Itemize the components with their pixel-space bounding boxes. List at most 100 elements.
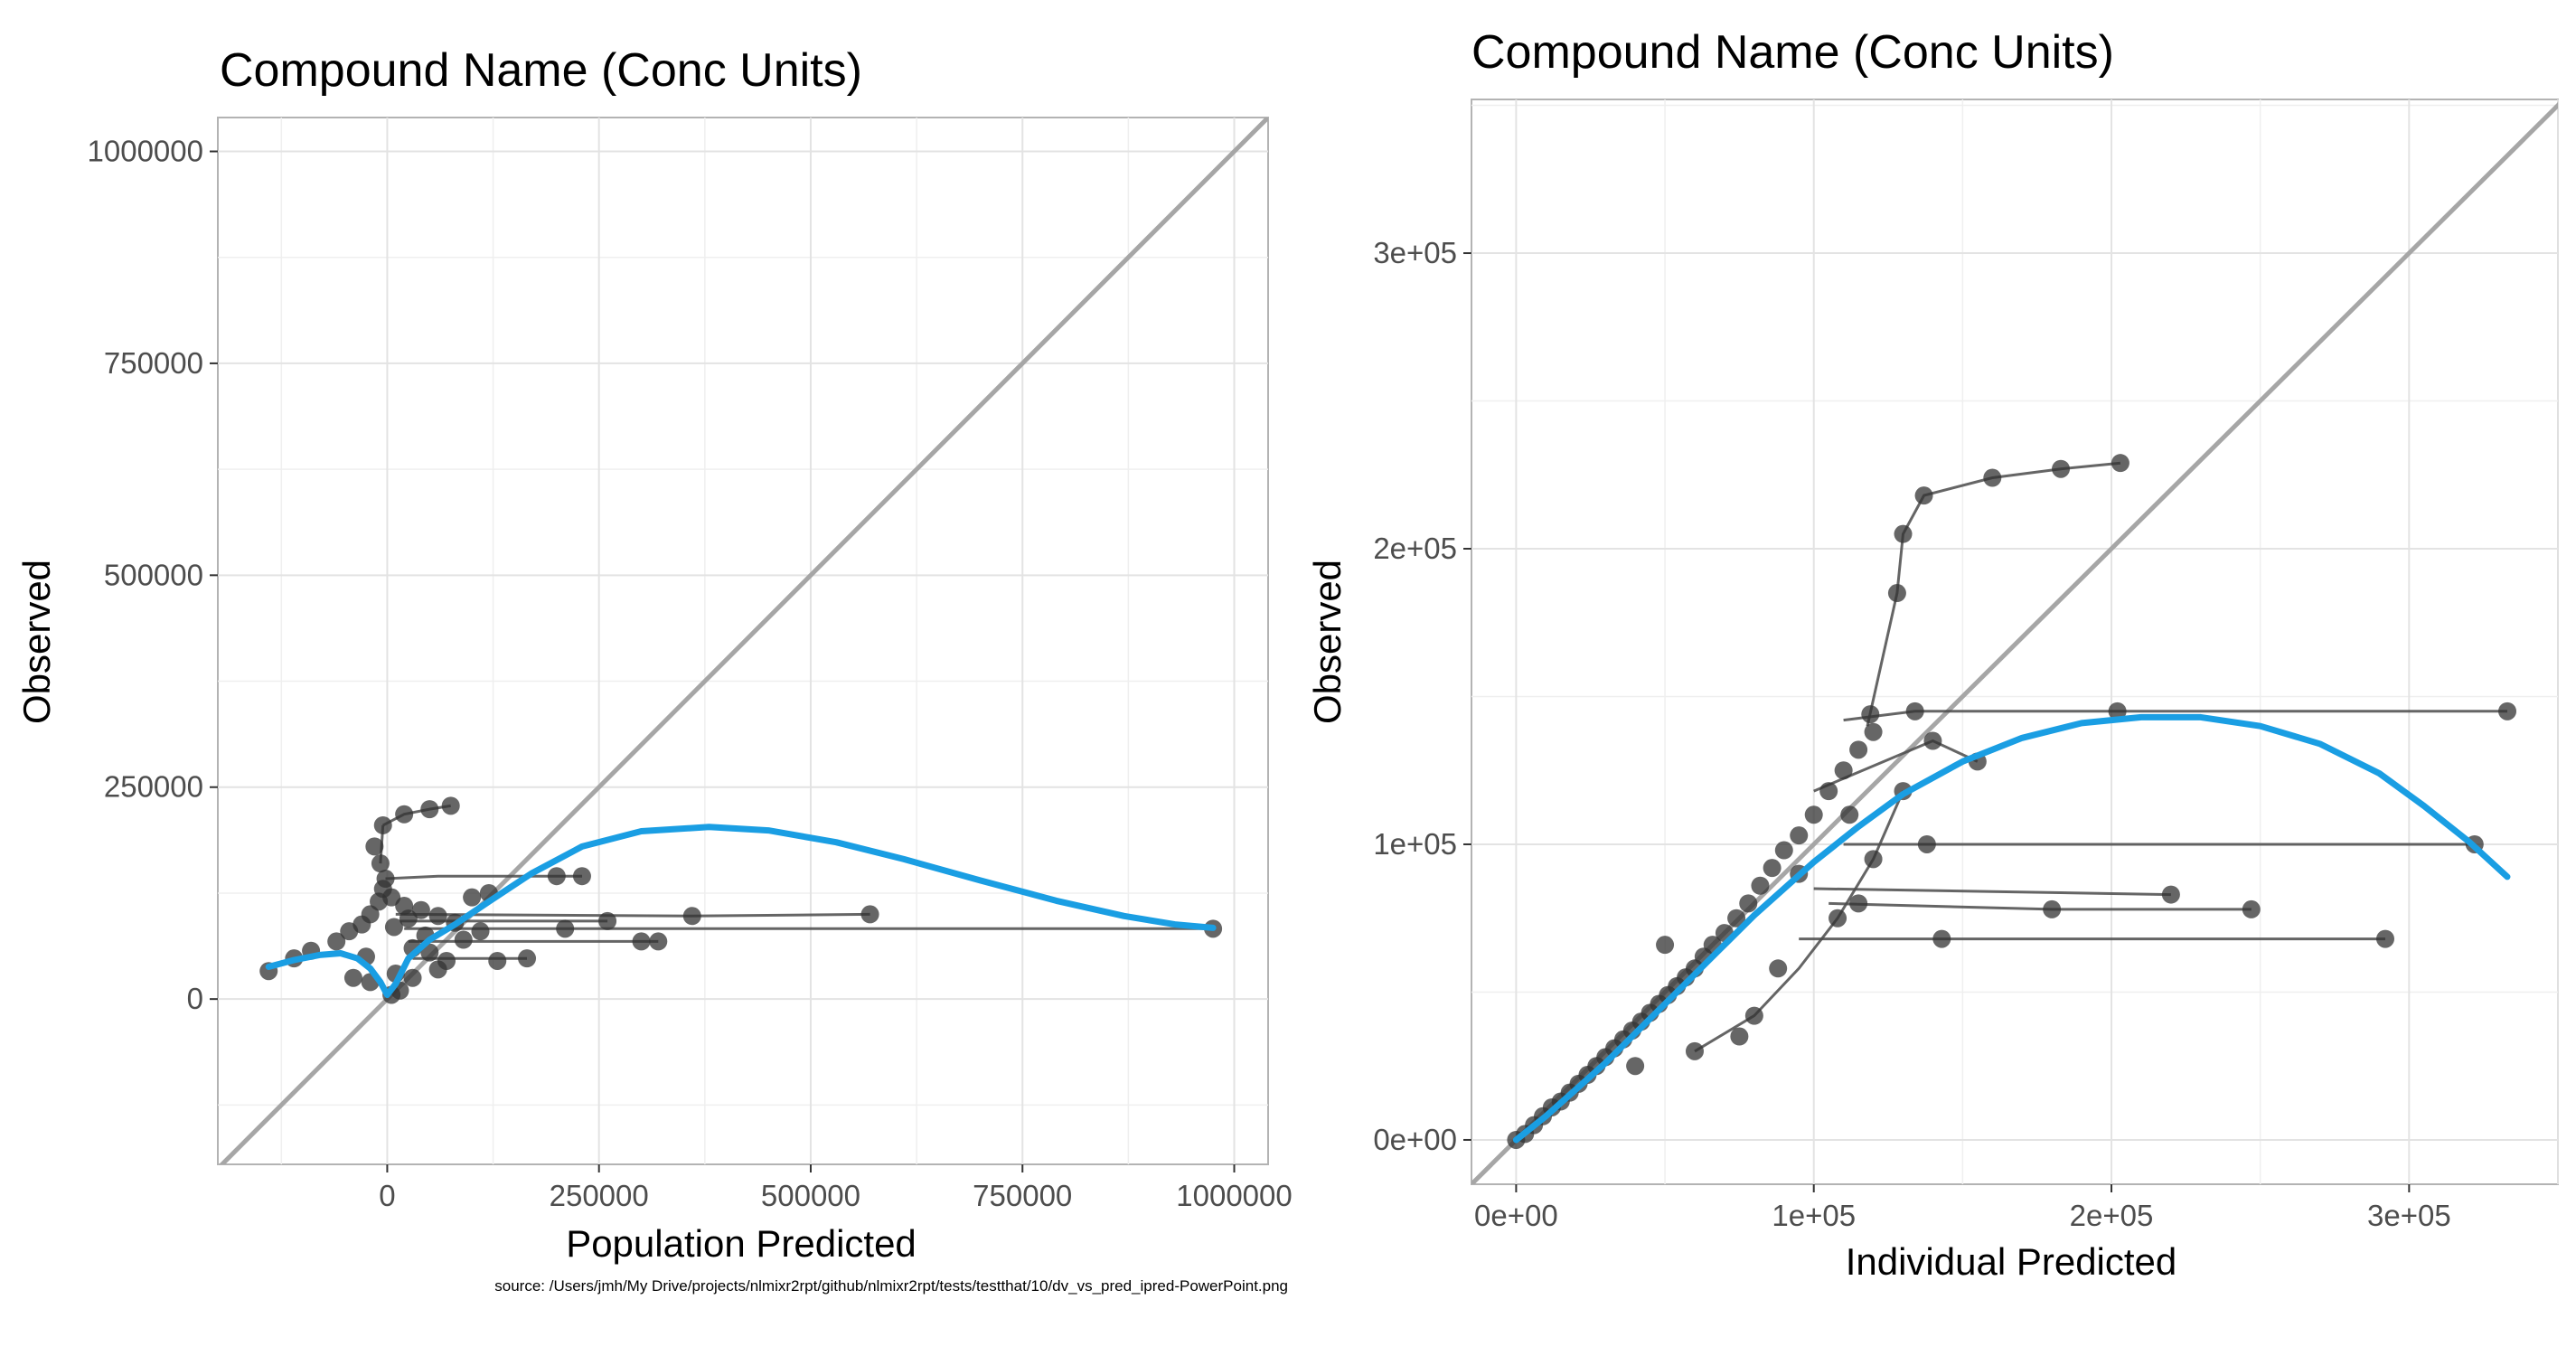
right-plot-data-point — [1751, 876, 1770, 895]
right-plot-data-point — [2111, 454, 2129, 473]
right-plot-data-point — [1656, 936, 1675, 955]
right-plot-subject-line — [1694, 790, 1904, 1053]
left-plot-data-point — [518, 949, 537, 968]
right-plot-data-point — [2161, 885, 2180, 904]
right-plot-grid — [1471, 99, 2559, 1184]
left-plot-data-point — [454, 930, 473, 949]
left-plot-data-point — [556, 919, 575, 938]
left-plot-data-point — [343, 968, 362, 987]
left-plot-ticks: 0 250000 500000 750000 1000000 0 250000 500000 7… — [88, 135, 1293, 1212]
left-plot-data-point — [860, 905, 879, 924]
right-plot-data-point — [1905, 702, 1924, 720]
left-plot-border — [217, 117, 1269, 1165]
left-plot-data-point — [471, 922, 490, 941]
right-plot-data-point — [1834, 761, 1853, 780]
right-plot-smooth-line — [1512, 713, 2511, 1144]
right-plot-data-point — [1923, 731, 1942, 750]
left-plot-data-point — [547, 867, 566, 886]
left-plot-data-point — [382, 888, 401, 907]
right-plot-data-point — [1887, 584, 1906, 603]
right-plot-data-point — [1685, 1041, 1704, 1060]
left-plot-grid — [218, 118, 1268, 1164]
right-plot-data — [1471, 102, 2558, 1184]
right-plot-data-point — [1894, 524, 1913, 543]
left-plot-y-axis-title: Observed — [15, 560, 58, 724]
left-plot-data-point — [428, 960, 447, 979]
right-plot-x-tick-label: 0e+00 — [1474, 1199, 1558, 1232]
right-plot-ticks: 0e+00 1e+05 2e+05 3e+05 0e+00 1e+05 2e+05 3e+05 — [1373, 236, 2450, 1232]
right-plot-x-tick-label: 1e+05 — [1772, 1199, 1856, 1232]
left-plot-x-tick-label: 500000 — [761, 1179, 860, 1212]
right-plot-data-point — [1849, 894, 1868, 913]
right-plot-y-tick-label: 0e+00 — [1373, 1123, 1457, 1156]
right-plot-x-axis-title: Individual Predicted — [1846, 1240, 2177, 1283]
left-plot-smooth-line — [265, 824, 1217, 998]
right-plot-subject-line — [1813, 887, 2171, 897]
left-plot-x-axis-title: Population Predicted — [566, 1222, 917, 1265]
left-plot-data-point — [420, 800, 439, 819]
left-plot-data-point — [463, 888, 482, 907]
left-plot-data — [219, 118, 1268, 1164]
right-plot-data-point — [1861, 705, 1880, 724]
left-plot-data-point — [441, 796, 460, 815]
left-plot-x-tick-label: 1000000 — [1176, 1179, 1292, 1212]
right-plot-data-point — [1626, 1057, 1645, 1076]
left-plot-subject-line — [385, 874, 582, 880]
left-plot-y-tick-label: 250000 — [104, 770, 203, 804]
left-plot-data-point — [572, 867, 591, 886]
right-plot-y-tick-label: 1e+05 — [1373, 827, 1457, 861]
left-plot-y-tick-label: 0 — [187, 982, 203, 1015]
right-plot-data-point — [2052, 459, 2071, 478]
left-plot-data-point — [598, 911, 617, 930]
left-plot-data-point — [682, 907, 701, 926]
left-plot-y-tick-label: 1000000 — [88, 135, 203, 168]
right-plot-title: Compound Name (Conc Units) — [1471, 26, 2114, 79]
right-plot-data-point — [2375, 929, 2394, 948]
right-plot-data-point — [1983, 468, 2002, 487]
left-plot: 0 250000 500000 750000 1000000 0 250000 500000 7… — [15, 44, 1293, 1265]
right-plot-data-point — [1727, 909, 1746, 928]
right-plot: 0e+00 1e+05 2e+05 3e+05 0e+00 1e+05 2e+05 3e+05… — [1306, 26, 2559, 1283]
left-plot-data-point — [632, 932, 651, 951]
left-plot-data-point — [395, 805, 414, 824]
right-plot-x-tick-label: 3e+05 — [2367, 1199, 2451, 1232]
left-plot-data-point — [327, 932, 346, 951]
right-plot-data-point — [1932, 929, 1951, 948]
right-plot-data-point — [1864, 850, 1883, 869]
right-plot-data-point — [2242, 899, 2261, 918]
left-plot-data-point — [399, 909, 418, 928]
right-plot-data-point — [1730, 1027, 1749, 1046]
left-plot-data-point — [403, 968, 422, 987]
left-plot-data-point — [365, 837, 384, 856]
right-plot-data-point — [1849, 740, 1868, 759]
right-plot-data-point — [1763, 859, 1782, 878]
right-plot-data-point — [2043, 899, 2062, 918]
right-plot-data-point — [1804, 805, 1823, 824]
left-plot-data-point — [428, 907, 447, 926]
right-plot-data-point — [1739, 894, 1758, 913]
right-plot-data-point — [2498, 702, 2517, 720]
right-plot-data-point — [1840, 805, 1859, 824]
right-plot-x-tick-label: 2e+05 — [2070, 1199, 2154, 1232]
left-plot-y-tick-label: 500000 — [104, 558, 203, 591]
left-plot-data-point — [649, 932, 668, 951]
right-plot-data-point — [1917, 834, 1936, 853]
right-plot-y-tick-label: 3e+05 — [1373, 236, 1457, 269]
left-plot-data-point — [488, 951, 507, 970]
left-plot-data-point — [361, 905, 380, 924]
left-plot-y-tick-label: 750000 — [104, 346, 203, 380]
right-plot-y-axis-title: Observed — [1306, 560, 1349, 724]
right-plot-data-point — [1864, 722, 1883, 741]
left-plot-data-point — [384, 918, 403, 937]
right-plot-y-tick-label: 2e+05 — [1373, 532, 1457, 565]
left-plot-data-point — [373, 815, 392, 834]
left-plot-subject-line — [382, 804, 451, 827]
right-plot-data-point — [1914, 486, 1933, 505]
left-plot-data-point — [376, 870, 395, 889]
left-plot-data-point — [371, 854, 390, 873]
right-plot-data-point — [1790, 826, 1809, 845]
right-plot-data-point — [1744, 1006, 1763, 1025]
